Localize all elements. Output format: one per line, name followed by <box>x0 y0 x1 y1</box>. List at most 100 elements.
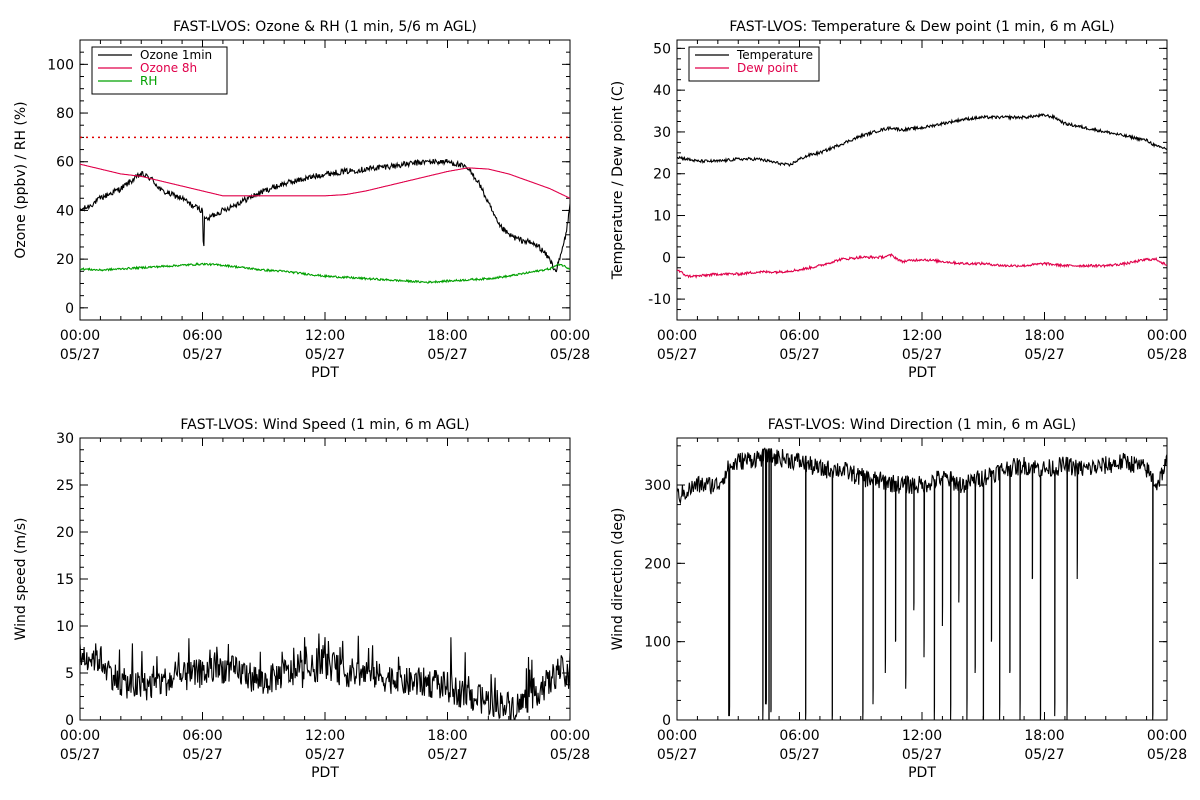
y-tick-label: 40 <box>653 83 671 99</box>
y-tick-label: 50 <box>653 41 671 57</box>
chart-title: FAST-LVOS: Wind Direction (1 min, 6 m AG… <box>768 417 1077 433</box>
y-tick-label: 15 <box>56 572 74 588</box>
y-tick-label: 10 <box>653 209 671 225</box>
x-tick-time: 12:00 <box>305 728 345 744</box>
y-axis-label: Wind speed (m/s) <box>13 518 29 641</box>
x-tick-date: 05/27 <box>902 347 942 363</box>
chart-panel-1: FAST-LVOS: Ozone & RH (1 min, 5/6 m AGL)… <box>13 19 590 381</box>
plot-frame <box>676 39 1168 321</box>
y-axis-label: Ozone (ppbv) / RH (%) <box>13 101 29 258</box>
x-tick-date: 05/27 <box>657 347 697 363</box>
chart-title: FAST-LVOS: Temperature & Dew point (1 mi… <box>729 19 1114 35</box>
x-tick-time: 18:00 <box>427 728 467 744</box>
legend-entry: Ozone 1min <box>140 48 212 62</box>
x-tick-date: 05/28 <box>550 747 590 763</box>
x-tick-time: 06:00 <box>182 728 222 744</box>
y-tick-label: 30 <box>653 125 671 141</box>
chart-panel-3: FAST-LVOS: Wind Speed (1 min, 6 m AGL) 05… <box>13 417 590 781</box>
legend-entry: RH <box>140 74 157 88</box>
x-tick-date: 05/27 <box>60 747 100 763</box>
x-tick-date: 05/27 <box>60 347 100 363</box>
y-tick-label: 0 <box>662 713 671 729</box>
series-line-1 <box>677 447 1167 720</box>
x-tick-time: 18:00 <box>1024 328 1064 344</box>
x-tick-time: 06:00 <box>182 328 222 344</box>
y-tick-label: 100 <box>47 57 74 73</box>
series-line-3 <box>80 262 570 284</box>
x-tick-date: 05/27 <box>779 747 819 763</box>
x-tick-time: 00:00 <box>1147 328 1187 344</box>
y-tick-label: 200 <box>644 556 671 572</box>
y-tick-label: -10 <box>648 292 671 308</box>
y-tick-label: 80 <box>56 106 74 122</box>
x-tick-time: 06:00 <box>779 728 819 744</box>
x-tick-date: 05/28 <box>550 347 590 363</box>
y-tick-label: 0 <box>65 301 74 317</box>
legend-entry: Dew point <box>737 61 798 75</box>
chart-title: FAST-LVOS: Wind Speed (1 min, 6 m AGL) <box>180 417 469 433</box>
x-tick-time: 18:00 <box>427 328 467 344</box>
x-tick-date: 05/27 <box>305 747 345 763</box>
plot-area <box>80 136 570 284</box>
legend-entry: Temperature <box>736 48 813 62</box>
y-tick-label: 20 <box>56 252 74 268</box>
x-tick-time: 06:00 <box>779 328 819 344</box>
chart-panel-2: FAST-LVOS: Temperature & Dew point (1 mi… <box>610 19 1187 381</box>
x-tick-date: 05/27 <box>1024 347 1064 363</box>
x-tick-date: 05/27 <box>305 347 345 363</box>
x-tick-time: 12:00 <box>902 328 942 344</box>
legend-entry: Ozone 8h <box>140 61 197 75</box>
x-tick-time: 00:00 <box>1147 728 1187 744</box>
x-tick-time: 12:00 <box>902 728 942 744</box>
x-axis-label: PDT <box>311 765 339 781</box>
series-line-1 <box>677 112 1167 167</box>
x-tick-date: 05/28 <box>1147 747 1187 763</box>
series-line-2 <box>677 253 1167 279</box>
y-tick-label: 0 <box>65 713 74 729</box>
legend-box <box>688 46 820 82</box>
plot-area <box>80 633 570 720</box>
chart-panel-4: FAST-LVOS: Wind Direction (1 min, 6 m AG… <box>610 417 1187 781</box>
x-tick-date: 05/27 <box>1024 747 1064 763</box>
y-tick-label: 20 <box>653 167 671 183</box>
x-tick-date: 05/27 <box>182 347 222 363</box>
x-tick-time: 18:00 <box>1024 728 1064 744</box>
plot-area <box>677 112 1167 279</box>
series-line-2 <box>80 163 570 199</box>
x-tick-time: 00:00 <box>550 328 590 344</box>
y-tick-label: 0 <box>662 250 671 266</box>
x-axis-label: PDT <box>311 365 339 381</box>
x-tick-date: 05/27 <box>779 347 819 363</box>
x-axis-label: PDT <box>908 765 936 781</box>
x-tick-date: 05/28 <box>1147 347 1187 363</box>
y-tick-label: 60 <box>56 155 74 171</box>
y-tick-label: 30 <box>56 431 74 447</box>
x-tick-time: 00:00 <box>60 728 100 744</box>
x-tick-date: 05/27 <box>902 747 942 763</box>
plot-frame <box>676 437 1168 721</box>
series-line-1 <box>80 158 570 273</box>
x-tick-time: 00:00 <box>60 328 100 344</box>
x-axis-label: PDT <box>908 365 936 381</box>
x-tick-date: 05/27 <box>657 747 697 763</box>
plot-area <box>677 447 1167 720</box>
x-tick-date: 05/27 <box>182 747 222 763</box>
y-axis-label: Temperature / Dew point (C) <box>610 81 626 280</box>
y-tick-label: 20 <box>56 525 74 541</box>
x-tick-date: 05/27 <box>427 747 467 763</box>
x-tick-date: 05/27 <box>427 347 467 363</box>
x-tick-time: 12:00 <box>305 328 345 344</box>
y-tick-label: 100 <box>644 635 671 651</box>
y-tick-label: 40 <box>56 203 74 219</box>
series-line-1 <box>80 633 570 720</box>
x-tick-time: 00:00 <box>657 728 697 744</box>
chart-title: FAST-LVOS: Ozone & RH (1 min, 5/6 m AGL) <box>173 19 477 35</box>
x-tick-time: 00:00 <box>550 728 590 744</box>
y-tick-label: 300 <box>644 478 671 494</box>
y-tick-label: 10 <box>56 619 74 635</box>
x-tick-time: 00:00 <box>657 328 697 344</box>
y-tick-label: 25 <box>56 478 74 494</box>
